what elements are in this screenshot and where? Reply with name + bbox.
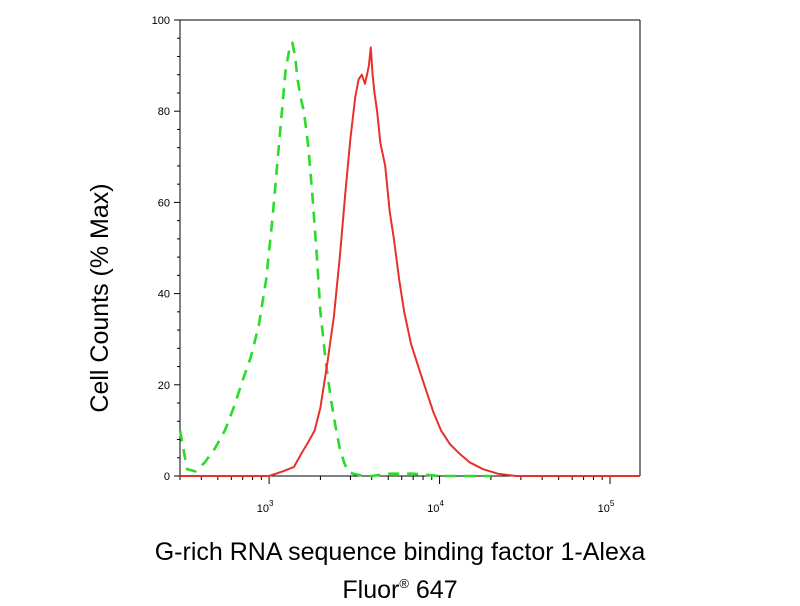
y-tick-label: 0 bbox=[164, 471, 170, 483]
y-tick-label: 60 bbox=[158, 197, 170, 209]
registered-mark: ® bbox=[399, 576, 409, 591]
y-tick-label: 100 bbox=[152, 15, 170, 27]
y-ticks: 0 20 40 60 80 100 bbox=[152, 15, 180, 483]
series-layer bbox=[178, 41, 640, 478]
series-line-dashed bbox=[178, 41, 491, 478]
x-axis-label-line1: G-rich RNA sequence binding factor 1-Ale… bbox=[154, 538, 646, 566]
x-tick-label: 103 bbox=[257, 499, 274, 515]
y-tick-label: 80 bbox=[158, 106, 170, 118]
y-axis-label: Cell Counts (% Max) bbox=[86, 183, 114, 412]
x-axis-label-line2-base: Fluor bbox=[342, 576, 400, 604]
x-axis-label-line2-rest: 647 bbox=[408, 576, 458, 604]
series-line-solid bbox=[180, 46, 640, 477]
x-ticks: 103 104 105 bbox=[179, 476, 615, 515]
x-axis-label-line2: Fluor® 647 bbox=[40, 568, 760, 606]
plot-area: 0 20 40 60 80 100 103 104 105 bbox=[152, 15, 641, 515]
x-tick-label: 105 bbox=[598, 499, 615, 515]
y-tick-label: 40 bbox=[158, 289, 170, 301]
x-tick-label: 104 bbox=[427, 499, 444, 515]
y-tick-label: 20 bbox=[158, 380, 170, 392]
x-axis-label: G-rich RNA sequence binding factor 1-Ale… bbox=[40, 536, 760, 606]
